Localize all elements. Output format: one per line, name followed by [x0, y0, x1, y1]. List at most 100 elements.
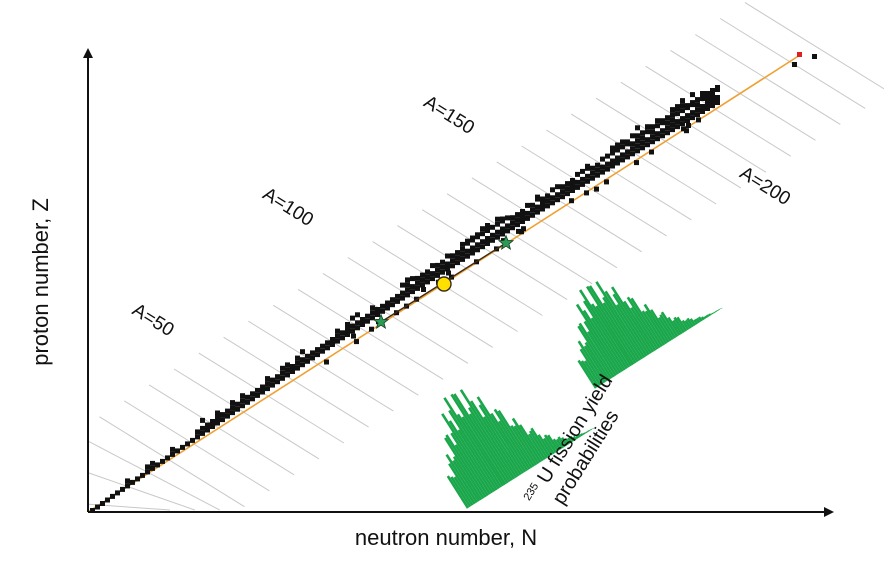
- stable-nucleus-square: [385, 305, 390, 311]
- stable-nucleus-square: [420, 282, 425, 288]
- fission-yield-bar: [587, 429, 590, 433]
- stable-nucleus-square: [310, 350, 315, 356]
- stable-nucleus-square: [420, 277, 425, 283]
- stable-nucleus-square: [220, 417, 225, 423]
- stable-nucleus-square: [260, 384, 265, 390]
- stable-nucleus-square: [560, 184, 565, 190]
- stable-nucleus-square: [245, 394, 250, 400]
- stable-nucleus-square: [625, 154, 630, 160]
- stable-nucleus-square: [390, 297, 395, 303]
- stable-nucleus-square: [515, 222, 520, 228]
- fission-yield-bar: [577, 434, 582, 438]
- fission-yield-bar: [616, 304, 650, 356]
- stable-nucleus-square: [300, 362, 305, 368]
- fission-yield-bar: [695, 317, 701, 324]
- stable-nucleus-square: [360, 322, 365, 327]
- stable-nucleus-square: [145, 464, 150, 470]
- stable-nucleus-square: [570, 183, 575, 188]
- stable-nucleus-square: [115, 490, 120, 496]
- stable-nucleus-square: [285, 372, 290, 378]
- stable-nucleus-square: [240, 398, 245, 404]
- stable-nucleus-square: [355, 325, 360, 331]
- stable-nucleus-square: [305, 353, 310, 359]
- stable-nucleus-square: [430, 276, 435, 282]
- stable-nucleus-square: [545, 198, 550, 204]
- stable-nucleus-square: [515, 212, 520, 218]
- stable-nucleus-square: [170, 446, 175, 452]
- stable-nucleus-square: [450, 258, 455, 264]
- fission-yield-bar: [578, 322, 615, 378]
- stable-nucleus-square: [665, 125, 670, 131]
- isobar-line: [471, 177, 618, 269]
- stable-nucleus-square: [595, 162, 600, 168]
- fission-yield-bar: [459, 389, 518, 479]
- stable-nucleus-square: [635, 148, 640, 154]
- stable-nucleus-square: [655, 131, 660, 137]
- stable-nucleus-square: [415, 280, 420, 286]
- stable-nucleus-square: [530, 207, 535, 213]
- stable-nucleus-square: [410, 289, 415, 295]
- fission-yield-bar: [595, 305, 635, 366]
- fission-yield-bar: [453, 476, 474, 506]
- stable-nucleus-square: [325, 340, 330, 346]
- fission-yield-bar: [595, 281, 646, 359]
- stable-nucleus-square: [435, 267, 440, 273]
- fission-yield-bar: [441, 413, 494, 494]
- stable-nucleus-square: [610, 150, 615, 156]
- stable-nucleus-square: [330, 337, 335, 342]
- stable-nucleus-square: [265, 376, 270, 382]
- fission-yield-bar: [448, 463, 476, 505]
- fission-yield-bar: [577, 325, 613, 379]
- stable-nucleus-square: [375, 307, 380, 312]
- stable-nucleus-square: [310, 355, 315, 361]
- fission-yield-bar: [602, 296, 644, 360]
- stable-nucleus-square: [685, 113, 690, 119]
- stable-nucleus-square: [235, 401, 240, 407]
- stable-nucleus-square: [645, 129, 650, 135]
- stable-nucleus-square: [465, 253, 470, 259]
- stable-nucleus-square: [575, 179, 580, 185]
- stable-nucleus-square: [390, 302, 395, 308]
- fission-yield-bar: [710, 312, 714, 315]
- stable-nucleus-square: [665, 120, 670, 126]
- stable-nucleus-square: [460, 251, 465, 257]
- stable-nucleus-square: [290, 369, 295, 374]
- stable-nucleus-square: [215, 415, 220, 421]
- stable-nucleus-square: [446, 270, 451, 276]
- isobar-line: [223, 336, 369, 428]
- stable-nucleus-square: [590, 165, 595, 171]
- isobar-line: [620, 81, 767, 173]
- stable-nucleus-square: [690, 100, 695, 106]
- stable-nuclei-band: [90, 85, 720, 513]
- fission-yield-bar: [689, 318, 696, 327]
- fission-yield-bar: [510, 425, 538, 466]
- stable-nucleus-square: [450, 253, 455, 259]
- fission-yield-bar: [527, 433, 546, 460]
- fission-yield-bar: [583, 320, 620, 375]
- stable-nucleus-square: [415, 285, 420, 291]
- stable-nucleus-square: [620, 157, 625, 163]
- stable-nucleus-square: [705, 101, 710, 106]
- stable-nucleus-square: [160, 458, 165, 464]
- stable-nucleus-square: [605, 166, 610, 172]
- stable-nucleus-square: [681, 126, 686, 132]
- isobar-label-a150: A=150: [420, 92, 478, 139]
- fission-yield-bar: [641, 310, 666, 346]
- fission-yield-bar: [667, 316, 681, 336]
- stable-nucleus-square: [345, 327, 350, 332]
- light-fragment-star-icon: [372, 313, 390, 330]
- stable-nucleus-square: [570, 178, 575, 183]
- stable-nucleus-square: [370, 310, 375, 316]
- stable-nucleus-square: [655, 123, 660, 129]
- stable-nucleus-square: [645, 137, 650, 143]
- stable-nucleus-square: [675, 124, 680, 130]
- stable-nucleus-square: [600, 169, 605, 175]
- fission-yield-bar: [580, 360, 600, 388]
- stable-nucleus-square: [620, 144, 625, 150]
- stable-nucleus-square: [405, 277, 410, 283]
- stable-nucleus-square: [230, 410, 235, 416]
- stable-nucleus-square: [710, 88, 715, 93]
- stable-nucleus-square: [220, 412, 225, 418]
- stable-nucleus-square: [650, 129, 655, 135]
- stable-nucleus-square: [370, 305, 375, 311]
